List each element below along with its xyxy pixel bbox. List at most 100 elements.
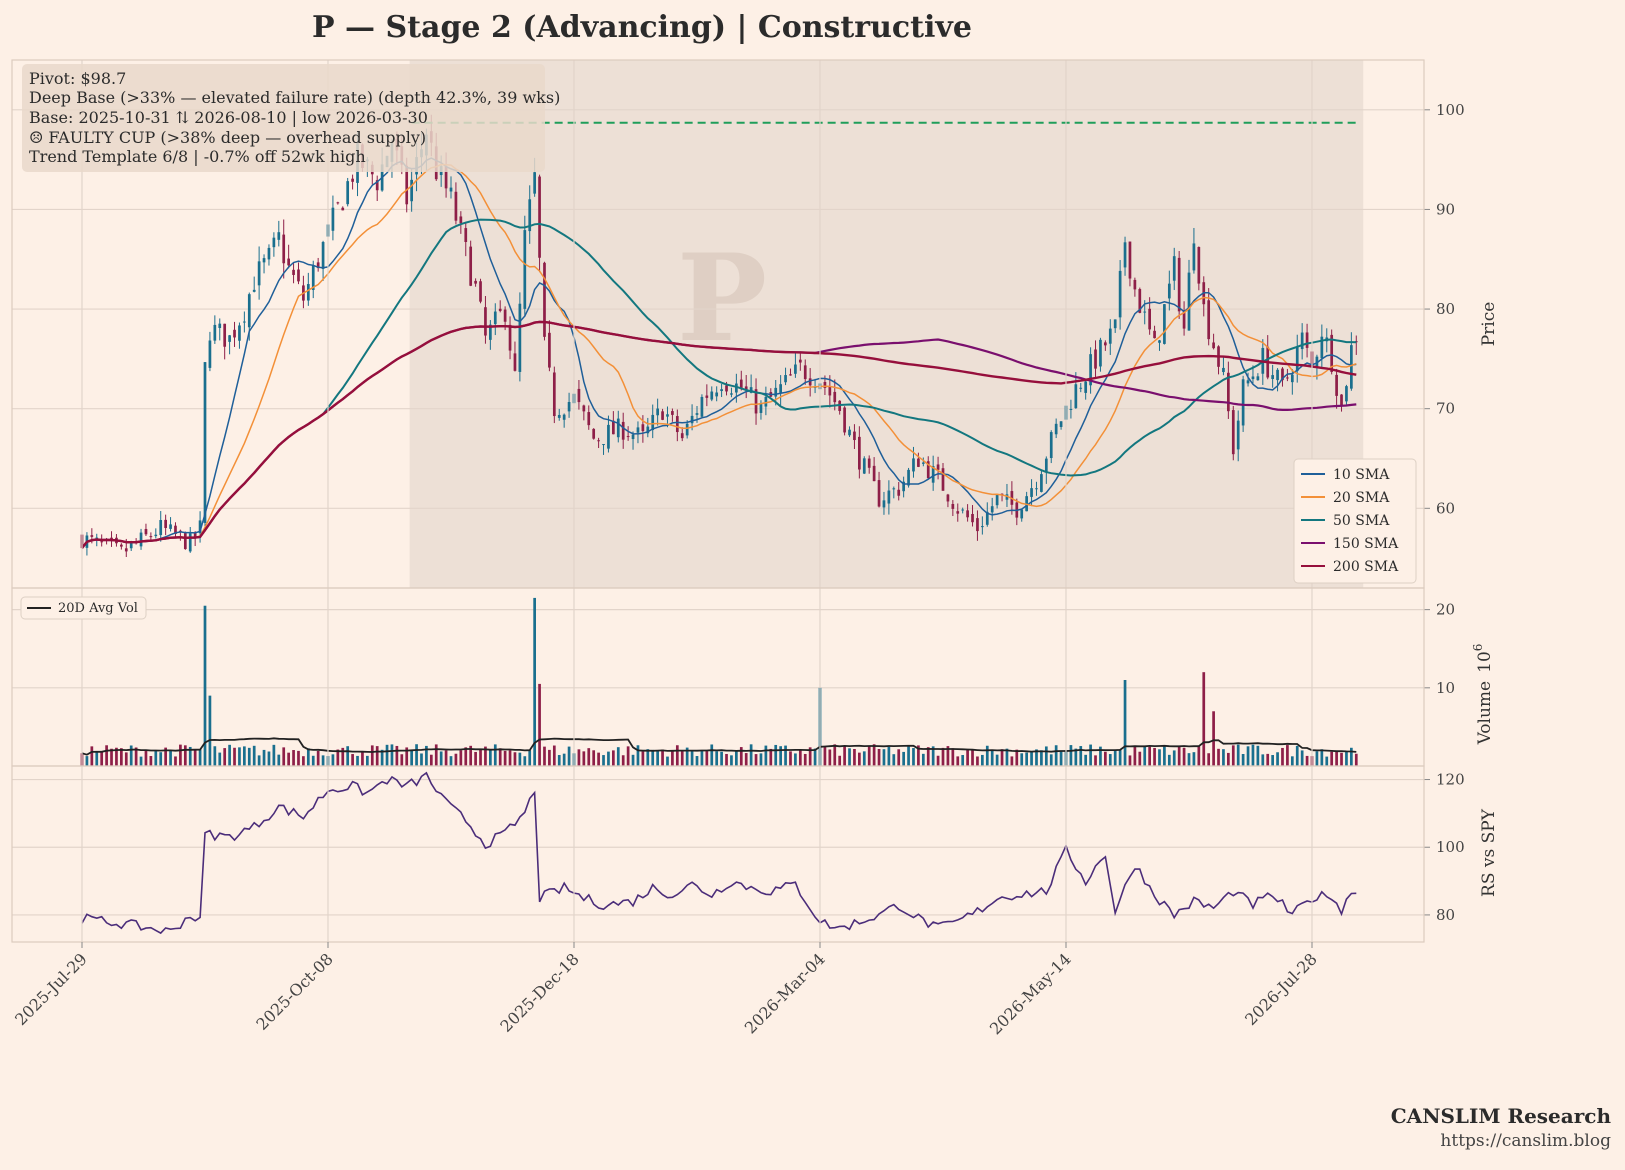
candle-body	[912, 458, 915, 472]
volume-bar	[1035, 749, 1038, 766]
volume-bar	[562, 753, 566, 766]
candle-body	[493, 311, 497, 325]
volume-bar	[1187, 753, 1191, 766]
candle-body	[292, 269, 295, 275]
candle-body	[1044, 458, 1048, 473]
volume-tick-label: 10	[1436, 679, 1455, 697]
candle-body	[1138, 289, 1142, 313]
volume-bar	[370, 745, 374, 766]
candle-body	[616, 418, 620, 438]
candle-body	[858, 436, 861, 470]
candle-body	[759, 403, 763, 413]
candle-body	[198, 520, 202, 534]
candle-body	[1074, 384, 1078, 409]
candle-body	[1084, 381, 1088, 393]
candle-body	[995, 494, 999, 506]
volume-bar	[154, 750, 158, 766]
volume-bar	[228, 744, 231, 766]
volume-bar	[1099, 746, 1102, 766]
candle-body	[1118, 270, 1122, 318]
candle-body	[1305, 332, 1309, 348]
volume-bar	[808, 747, 812, 766]
volume-bar	[533, 597, 536, 766]
volume-bar	[306, 748, 310, 766]
volume-bar	[1212, 711, 1215, 766]
volume-bar	[1354, 753, 1358, 766]
candle-body	[474, 280, 477, 284]
panel-border	[11, 765, 1425, 943]
price-tick-label: 100	[1436, 101, 1465, 119]
volume-bar	[759, 753, 763, 766]
candle-body	[794, 364, 797, 374]
candle-body	[636, 427, 640, 433]
annotation-faulty-cup: ☹ FAULTY CUP (>38% deep — overhead suppl…	[29, 128, 426, 147]
volume-bar	[420, 753, 423, 766]
candle-body	[1290, 374, 1294, 383]
volume-bar	[1246, 746, 1250, 766]
volume-bar	[1015, 749, 1019, 766]
volume-bar	[592, 750, 596, 766]
volume-bar	[410, 750, 413, 766]
candle-body	[882, 500, 886, 508]
annotation-base-range: Base: 2025-10-31 ⇅ 2026-08-10 | low 2026…	[29, 108, 428, 127]
volume-bar	[843, 746, 846, 766]
volume-bar	[316, 750, 320, 766]
candle-body	[735, 383, 738, 393]
volume-bar	[631, 754, 635, 766]
volume-bar	[1113, 749, 1117, 766]
candle-body	[808, 378, 812, 386]
volume-bar	[425, 745, 428, 766]
candle-body	[1035, 488, 1038, 490]
candle-body	[877, 480, 881, 507]
rs-tick-label: 120	[1436, 771, 1465, 789]
candle-body	[577, 388, 581, 403]
volume-bar	[1163, 745, 1166, 766]
sma20-line	[81, 163, 1357, 549]
candle-body	[183, 533, 187, 550]
candle-body	[508, 324, 512, 351]
volume-bar	[646, 749, 650, 766]
candle-body	[887, 490, 891, 504]
volume-bar	[720, 751, 723, 766]
x-tick-label: 2026-Mar-04	[741, 949, 829, 1037]
volume-bar	[400, 754, 404, 766]
volume-bar	[1340, 752, 1343, 766]
candle-body	[1241, 379, 1245, 426]
brand-url[interactable]: https://canslim.blog	[1440, 1131, 1611, 1151]
candle-body	[680, 433, 684, 439]
volume-axis-label: Volume106	[1471, 644, 1495, 746]
candle-body	[1330, 334, 1334, 372]
price-tick-label: 60	[1436, 499, 1455, 517]
x-tick-label: 2026-Jul-28	[1241, 949, 1321, 1029]
candle-body	[228, 335, 231, 342]
volume-bar	[1217, 748, 1220, 766]
candle-body	[306, 284, 310, 301]
volume-bar	[744, 753, 748, 766]
candle-body	[262, 258, 266, 263]
candle-body	[1236, 420, 1240, 450]
candle-body	[798, 359, 802, 363]
candle-body	[331, 207, 335, 231]
volume-bar	[243, 746, 246, 766]
volume-bar	[538, 683, 541, 766]
volume-bar	[390, 744, 394, 766]
candle-body	[341, 207, 345, 211]
candle-body	[641, 424, 645, 432]
candle-body	[1172, 256, 1176, 281]
candle-body	[252, 289, 256, 292]
candle-body	[1123, 242, 1127, 268]
candle-body	[1300, 332, 1304, 350]
volume-bar	[557, 755, 561, 766]
volume-bar	[848, 748, 851, 766]
volume-bar	[813, 748, 817, 766]
candle-body	[120, 544, 123, 547]
base-shading	[409, 60, 1364, 588]
volume-bar	[1167, 754, 1171, 766]
candle-body	[528, 199, 532, 232]
volume-bar	[1182, 747, 1186, 766]
candle-body	[853, 431, 856, 441]
volume-bar	[798, 750, 802, 766]
candle-body	[902, 481, 905, 492]
volume-bar	[1192, 752, 1196, 766]
candle-body	[1059, 421, 1063, 427]
